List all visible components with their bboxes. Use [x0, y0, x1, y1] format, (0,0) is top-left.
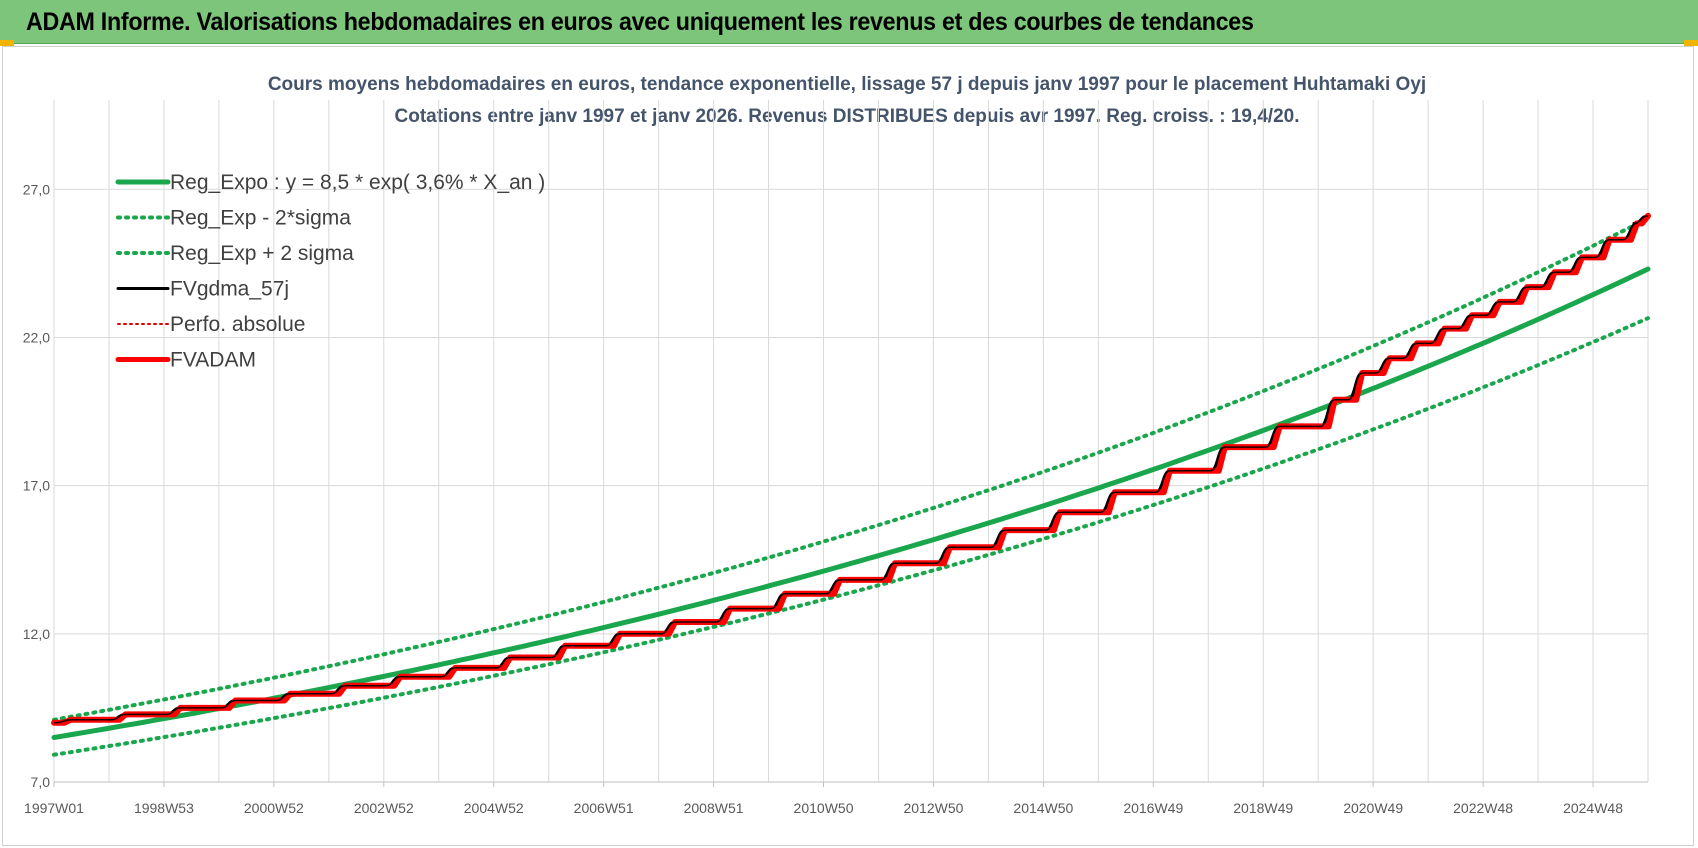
series-perfo [53, 214, 1649, 724]
legend-label: FVADAM [170, 349, 256, 372]
x-tick-label: 2000W52 [244, 800, 304, 816]
series-fvadam [51, 212, 1651, 726]
grid [53, 100, 1649, 783]
x-tick-label: 2022W48 [1453, 800, 1513, 816]
x-tick-label: 2016W49 [1123, 800, 1183, 816]
series-fvgdma [52, 214, 1650, 725]
y-tick-label: 22,0 [23, 329, 50, 345]
chart-subtitle: Cotations entre janv 1997 et janv 2026. … [395, 106, 1300, 127]
y-tick-label: 12,0 [23, 626, 50, 642]
x-tick-label: 2004W52 [464, 800, 524, 816]
x-tick-label: 2018W49 [1233, 800, 1293, 816]
x-tick-label: 2008W51 [684, 800, 744, 816]
y-tick-label: 7,0 [31, 774, 51, 790]
series-group [51, 212, 1651, 757]
axes: 7,0 12,0 17,0 22,0 27,0 1997W01 1998W53 2000W52… [23, 181, 1648, 816]
report-banner: ADAM Informe. Valorisations hebdomadaire… [0, 0, 1698, 44]
legend-label: Reg_Expo : y = 8,5 * exp( 3,6% * X_an ) [170, 171, 545, 194]
x-tick-label: 2012W50 [903, 800, 963, 816]
series-reg-exp-minus [52, 316, 1650, 757]
corner-marker-right [1684, 40, 1698, 46]
legend-label: Perfo. absolue [170, 313, 305, 336]
series-reg-expo [51, 266, 1651, 740]
x-tick-label: 1997W01 [24, 800, 84, 816]
x-tick-label: 2002W52 [354, 800, 414, 816]
chart-frame [2, 46, 1694, 846]
x-tick-label: 1998W53 [134, 800, 194, 816]
legend-label: FVgdma_57j [170, 278, 289, 301]
chart-title: Cours moyens hebdomadaires en euros, ten… [268, 74, 1426, 95]
x-tick-label: 2020W49 [1343, 800, 1403, 816]
series-fvgdma-overlay [54, 215, 1649, 724]
series-reg-exp-plus [52, 216, 1650, 722]
y-tick-label: 17,0 [23, 478, 50, 494]
legend-label: Reg_Exp + 2 sigma [170, 242, 354, 265]
y-tick-label: 27,0 [23, 181, 50, 197]
legend-label: Reg_Exp - 2*sigma [170, 207, 351, 230]
report-title: ADAM Informe. Valorisations hebdomadaire… [26, 8, 1254, 36]
corner-marker-left [0, 40, 14, 46]
legend: Reg_Expo : y = 8,5 * exp( 3,6% * X_an ) R… [115, 171, 545, 372]
x-tick-label: 2014W50 [1013, 800, 1073, 816]
x-tick-label: 2006W51 [574, 800, 634, 816]
x-tick-label: 2024W48 [1563, 800, 1623, 816]
x-tick-label: 2010W50 [794, 800, 854, 816]
